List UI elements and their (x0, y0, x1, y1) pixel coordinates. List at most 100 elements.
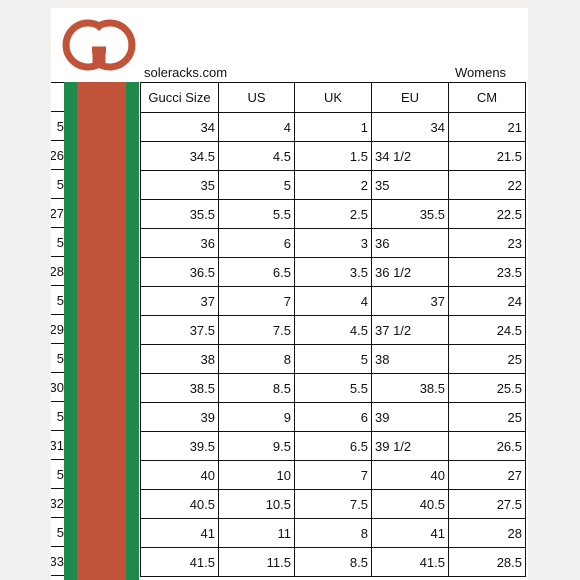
row-divider (51, 140, 64, 141)
cell-us: 8.5 (218, 373, 295, 403)
row-divider (51, 285, 64, 286)
table-row: 39 9 6 39 25 (140, 402, 526, 432)
row-divider (51, 488, 64, 489)
gucci-logo (62, 19, 136, 71)
cell-gucci: 41.5 (140, 547, 219, 577)
column-header-uk: UK (294, 82, 372, 113)
cell-gucci: 35.5 (140, 199, 219, 229)
cell-cm: 23 (448, 228, 526, 258)
table-row: 41 11 8 41 28 (140, 518, 526, 548)
table-row: 37 7 4 37 24 (140, 286, 526, 316)
table-row: 40.5 10.5 7.5 40.5 27.5 (140, 489, 526, 519)
cell-us: 7 (218, 286, 295, 316)
cell-uk: 1 (294, 112, 372, 142)
cell-cm: 28 (448, 518, 526, 548)
header-divider (51, 111, 64, 112)
cell-gucci: 40.5 (140, 489, 219, 519)
cropped-cell: 26 (51, 148, 64, 163)
cropped-cell: 33 (51, 554, 64, 569)
cell-us: 9.5 (218, 431, 295, 461)
cell-eu: 37 (371, 286, 449, 316)
cell-gucci: 36.5 (140, 257, 219, 287)
cell-us: 11.5 (218, 547, 295, 577)
cell-eu: 36 (371, 228, 449, 258)
row-divider (51, 256, 64, 257)
cell-eu: 38.5 (371, 373, 449, 403)
cell-cm: 21.5 (448, 141, 526, 171)
row-divider (51, 430, 64, 431)
cell-cm: 27.5 (448, 489, 526, 519)
cell-us: 5 (218, 170, 295, 200)
cropped-cell: 32 (51, 496, 64, 511)
cell-uk: 1.5 (294, 141, 372, 171)
cell-uk: 7 (294, 460, 372, 490)
cell-uk: 7.5 (294, 489, 372, 519)
cell-uk: 5.5 (294, 373, 372, 403)
cell-eu: 39 (371, 402, 449, 432)
cell-us: 11 (218, 518, 295, 548)
table-row: 36.5 6.5 3.5 36 1/2 23.5 (140, 257, 526, 287)
row-divider (51, 401, 64, 402)
cell-gucci: 36 (140, 228, 219, 258)
cell-cm: 21 (448, 112, 526, 142)
cell-eu: 36 1/2 (371, 257, 449, 287)
cell-us: 5.5 (218, 199, 295, 229)
size-conversion-table: Gucci Size US UK EU CM 34 4 1 34 21 34.5 4.5 1.5 34 1… (140, 82, 526, 577)
cell-eu: 34 (371, 112, 449, 142)
stripe-red (77, 82, 126, 580)
column-header-eu: EU (371, 82, 449, 113)
cell-uk: 5 (294, 344, 372, 374)
cell-uk: 4.5 (294, 315, 372, 345)
cell-us: 10.5 (218, 489, 295, 519)
cell-cm: 27 (448, 460, 526, 490)
cell-us: 6 (218, 228, 295, 258)
cell-uk: 8.5 (294, 547, 372, 577)
table-row: 41.5 11.5 8.5 41.5 28.5 (140, 547, 526, 577)
cell-us: 4.5 (218, 141, 295, 171)
cropped-cell: 5 (56, 351, 64, 366)
cell-cm: 24.5 (448, 315, 526, 345)
cell-uk: 6 (294, 402, 372, 432)
cell-us: 6.5 (218, 257, 295, 287)
cell-uk: 8 (294, 518, 372, 548)
cell-gucci: 38 (140, 344, 219, 374)
cropped-cell: 5 (56, 525, 64, 540)
cropped-cell: 5 (56, 409, 64, 424)
cell-uk: 6.5 (294, 431, 372, 461)
cell-uk: 2.5 (294, 199, 372, 229)
cell-cm: 22.5 (448, 199, 526, 229)
row-divider (51, 169, 64, 170)
cell-cm: 25 (448, 402, 526, 432)
cell-gucci: 39 (140, 402, 219, 432)
table-row: 39.5 9.5 6.5 39 1/2 26.5 (140, 431, 526, 461)
cell-us: 9 (218, 402, 295, 432)
cell-uk: 2 (294, 170, 372, 200)
cell-gucci: 34.5 (140, 141, 219, 171)
column-header-us: US (218, 82, 295, 113)
row-divider (51, 343, 64, 344)
cell-cm: 25 (448, 344, 526, 374)
cell-gucci: 37.5 (140, 315, 219, 345)
cell-gucci: 37 (140, 286, 219, 316)
cell-cm: 26.5 (448, 431, 526, 461)
cropped-cell: 31 (51, 438, 64, 453)
cell-uk: 3.5 (294, 257, 372, 287)
cell-eu: 34 1/2 (371, 141, 449, 171)
cropped-cell: 30 (51, 380, 64, 395)
table-row: 37.5 7.5 4.5 37 1/2 24.5 (140, 315, 526, 345)
cell-eu: 41.5 (371, 547, 449, 577)
cell-us: 8 (218, 344, 295, 374)
cell-eu: 35 (371, 170, 449, 200)
cell-cm: 24 (448, 286, 526, 316)
row-divider (51, 517, 64, 518)
cropped-cell: 27 (51, 206, 64, 221)
cropped-cell: 5 (56, 293, 64, 308)
row-divider (51, 459, 64, 460)
cell-eu: 35.5 (371, 199, 449, 229)
header-divider (51, 82, 64, 83)
cropped-cell: 5 (56, 119, 64, 134)
column-header-cm: CM (448, 82, 526, 113)
gender-label: Womens (455, 65, 507, 80)
cropped-cell: 29 (51, 322, 64, 337)
table-row: 34.5 4.5 1.5 34 1/2 21.5 (140, 141, 526, 171)
